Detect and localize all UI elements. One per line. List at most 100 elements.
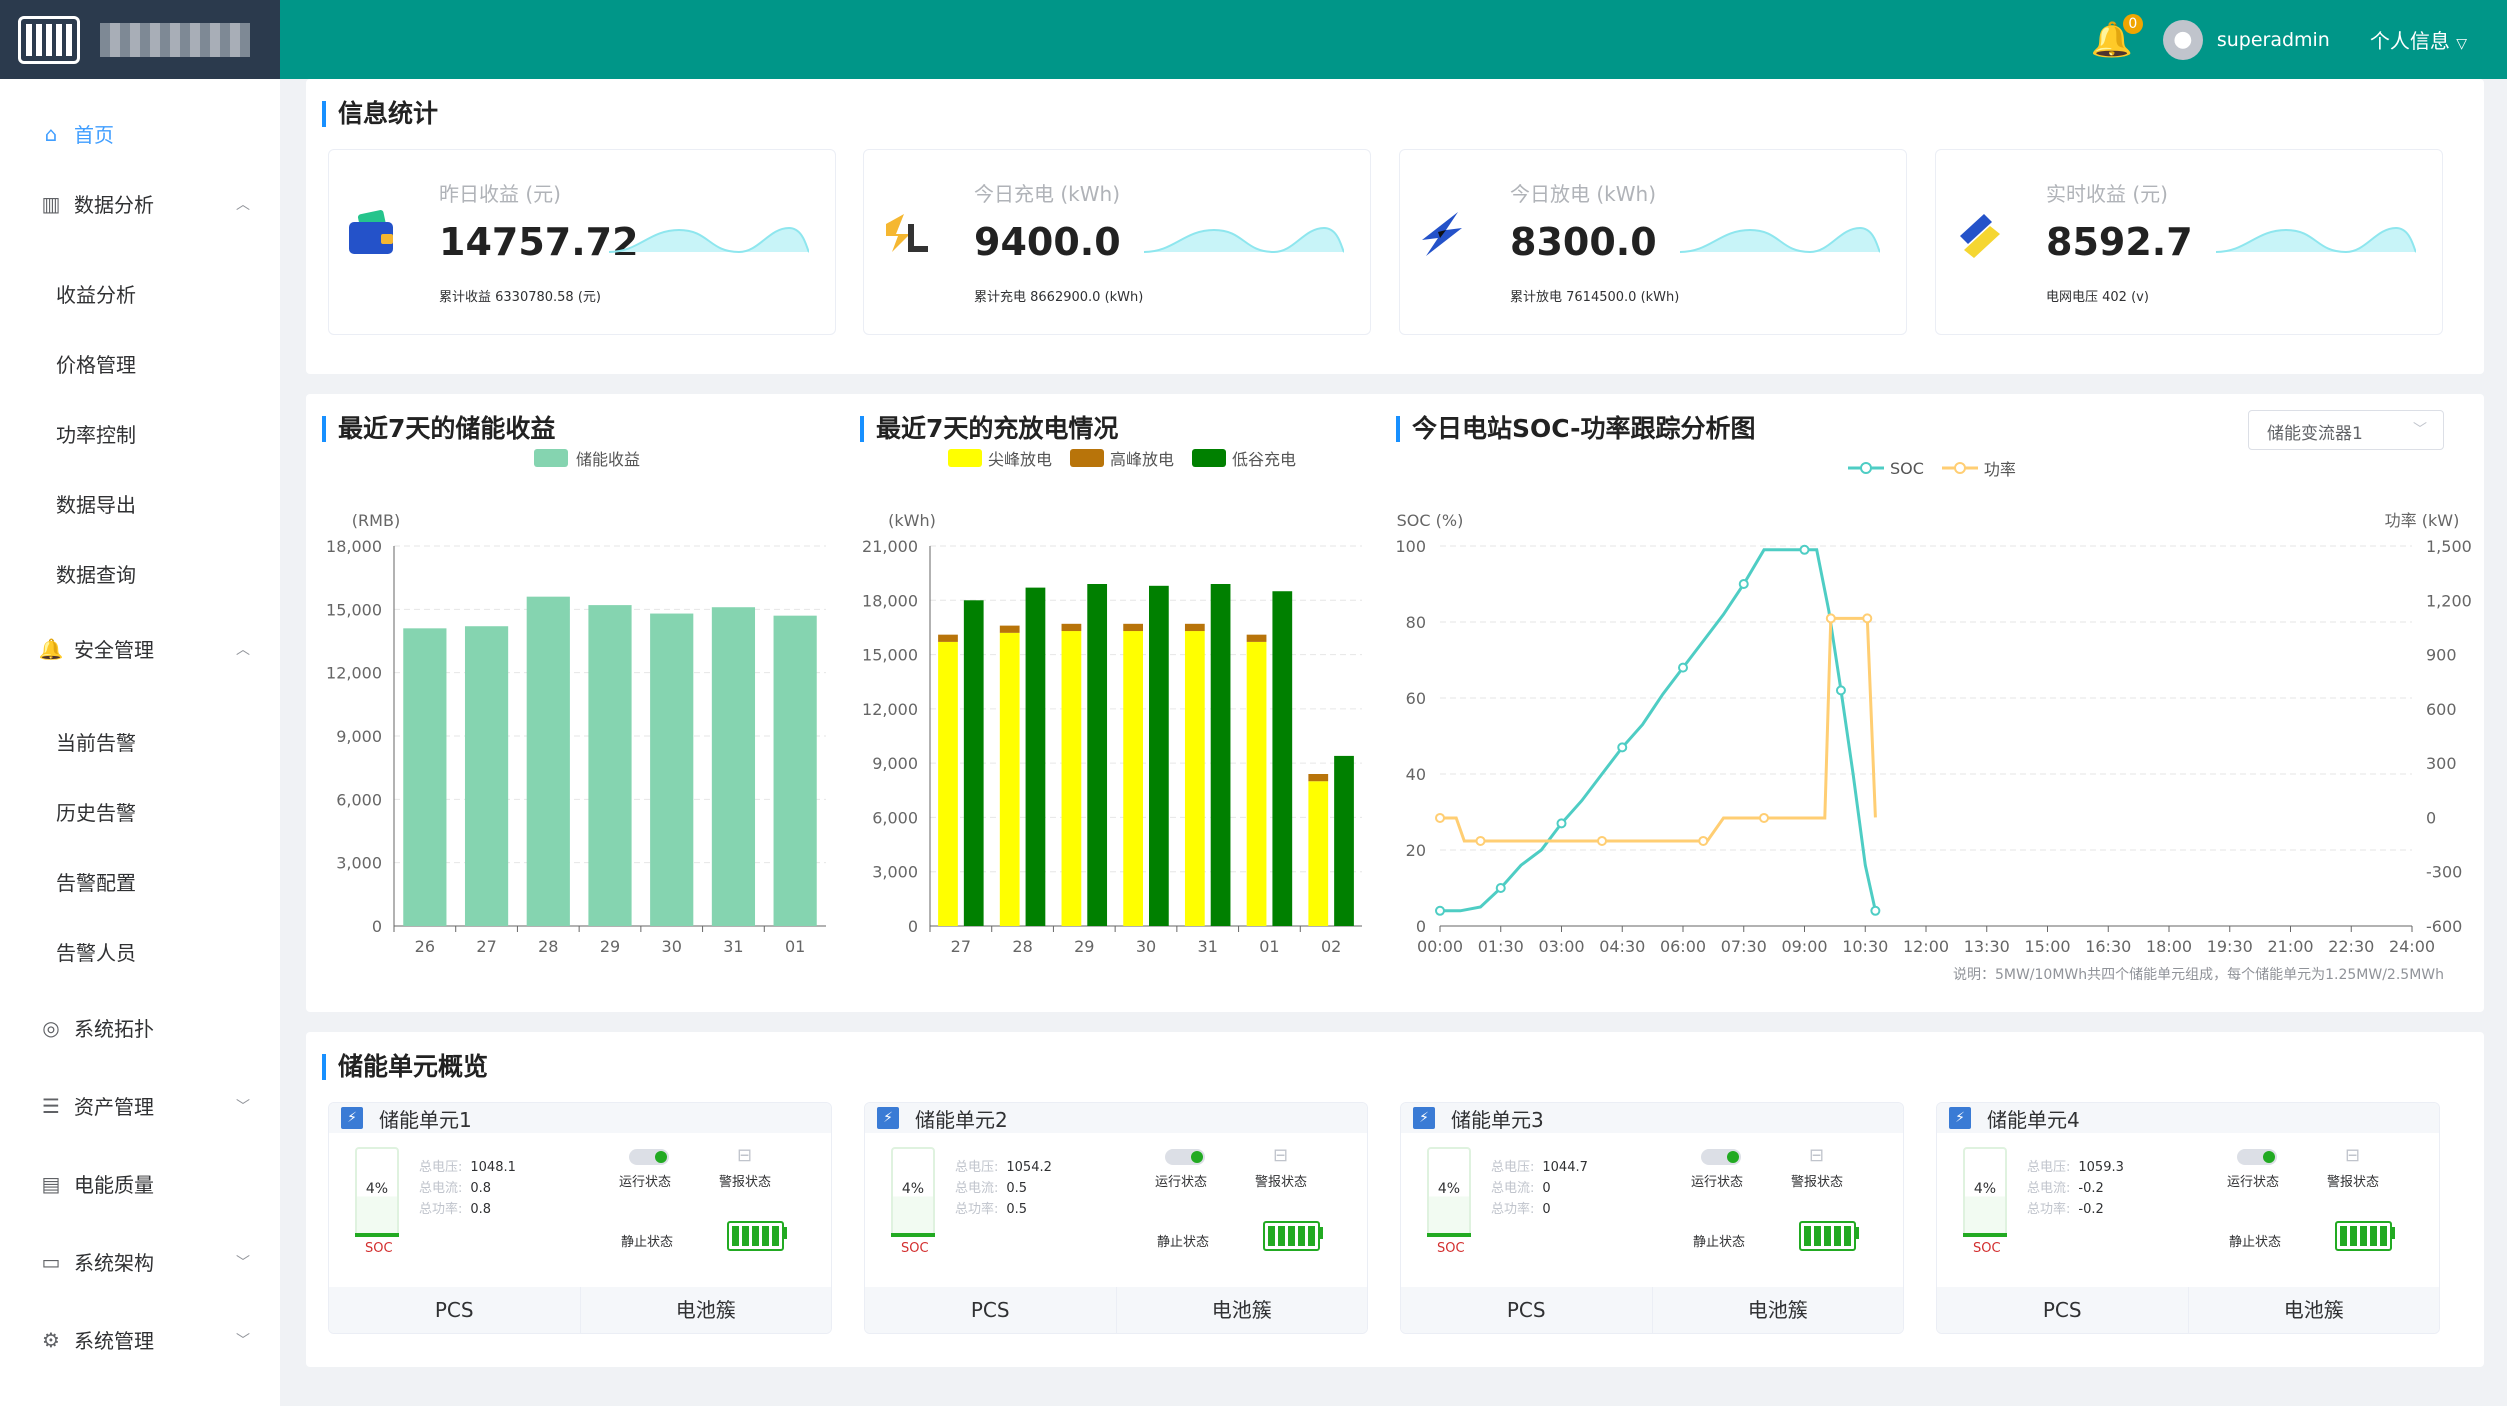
unit-icon: ⚡ [1413,1107,1435,1129]
voltage-row: 总电压: 1054.2 [955,1157,1052,1178]
units-panel: 储能单元概览 ⚡ 储能单元1 4% SOC 总电压: 1048.1 总电流: 0.8 … [306,1032,2484,1367]
sidebar-subitem-history-alarm[interactable]: 历史告警 [56,801,136,825]
sidebar-subitem-price[interactable]: 价格管理 [56,353,136,377]
power-row: 总功率: 0.5 [955,1199,1052,1220]
unit-card[interactable]: ⚡ 储能单元2 4% SOC 总电压: 1054.2 总电流: 0.5 总功率: 0.5… [864,1102,1368,1334]
x-tick-label: 16:30 [2085,937,2131,956]
battery-tip [783,1227,787,1239]
x-tick-label: 22:30 [2328,937,2374,956]
legend-label: 储能收益 [576,450,641,469]
voltage-row: 总电压: 1059.3 [2027,1157,2124,1178]
sidebar-subitem-alarm-config[interactable]: 告警配置 [56,871,136,895]
soc-percent: 4% [1437,1181,1461,1197]
sidebar-item-safety[interactable]: 🔔 安全管理 ︿ [0,634,280,663]
sidebar-item-assets[interactable]: ☰ 资产管理 ﹀ [0,1091,280,1120]
battery-level-icon [1799,1221,1856,1251]
pcs-tab[interactable]: PCS [329,1287,581,1333]
inverter-select[interactable]: 储能变流器1 ﹀ [2248,410,2444,450]
line-SOC [1440,548,1877,913]
sidebar-subitem-data-query[interactable]: 数据查询 [56,563,136,587]
logo-text-blurred [100,22,250,57]
unit-info: 总电压: 1059.3 总电流: -0.2 总功率: -0.2 [2027,1157,2124,1220]
y-tick-label: 80 [1406,613,1426,632]
current-row: 总电流: 0 [1491,1178,1588,1199]
run-status-toggle [629,1149,669,1165]
point-SOC [1738,579,1749,589]
stat-label: 今日充电 (kWh) [974,182,1120,206]
point-SOC [1678,662,1688,673]
stat-value: 8592.7 [2046,220,2193,264]
x-tick-label: 06:00 [1660,937,1706,956]
sidebar-subitem-power-control[interactable]: 功率控制 [56,423,136,447]
sidebar-item-label: 资产管理 [74,1095,154,1119]
point-SOC [1835,685,1846,696]
income-legend: 储能收益 [534,446,640,470]
cluster-tab[interactable]: 电池簇 [1747,1298,1808,1322]
x-tick-label: 12:00 [1903,937,1949,956]
point-功率 [1597,835,1607,846]
sidebar-subitem-income[interactable]: 收益分析 [56,283,136,307]
soc-battery: 4% [355,1147,399,1237]
avatar[interactable]: ● [2162,19,2203,60]
user-menu[interactable]: 个人信息 ▽ [2370,25,2467,54]
pcs-tab[interactable]: PCS [1401,1287,1653,1333]
battery-level-icon [727,1221,784,1251]
y-tick-label: 100 [1395,537,1426,556]
run-status-toggle [2237,1149,2277,1165]
alarm-status-label: 警报状态 [2327,1175,2380,1190]
sidebar-subitem-current-alarm[interactable]: 当前告警 [56,731,136,755]
chevron-down-icon: ▽ [2456,36,2467,52]
sidebar-subitem-alarm-staff[interactable]: 告警人员 [56,941,136,965]
still-status-label: 静止状态 [1693,1235,1746,1250]
y-tick-label: 21,000 [862,537,918,556]
discharge-icon [1422,212,1462,256]
y-tick-label: 15,000 [326,600,382,619]
power-key: 总功率: [419,1202,463,1217]
point-功率 [1759,812,1769,823]
pcs-tab[interactable]: PCS [1937,1287,2189,1333]
unit-card[interactable]: ⚡ 储能单元4 4% SOC 总电压: 1059.3 总电流: -0.2 总功率: -0… [1936,1102,2440,1334]
unit-info: 总电压: 1054.2 总电流: 0.5 总功率: 0.5 [955,1157,1052,1220]
point-功率 [1435,812,1445,823]
current-row: 总电流: 0.8 [419,1178,516,1199]
unit-icon: ⚡ [1949,1107,1971,1129]
unit-card[interactable]: ⚡ 储能单元1 4% SOC 总电压: 1048.1 总电流: 0.8 总功率: 0.8… [328,1102,832,1334]
y-tick-label: 0 [908,917,918,936]
bar-储能收益-01 [773,615,817,926]
bar-high-discharge-29 [1061,623,1082,632]
unit-card[interactable]: ⚡ 储能单元3 4% SOC 总电压: 1044.7 总电流: 0 总功率: 0 运行状… [1400,1102,1904,1334]
x-tick-label: 28 [1012,937,1032,956]
voltage-key: 总电压: [955,1160,999,1175]
cluster-tab[interactable]: 电池簇 [1211,1298,1272,1322]
voltage-key: 总电压: [2027,1160,2071,1175]
y-tick-label: 6,000 [336,790,382,809]
wave-decoration [1680,226,1880,254]
x-tick-label: 26 [415,937,435,956]
sidebar-item-power-quality[interactable]: ▤ 电能质量 [0,1169,280,1198]
sidebar-item-system[interactable]: ⚙ 系统管理 ﹀ [0,1325,280,1354]
current-key: 总电流: [955,1181,999,1196]
sidebar-item-architecture[interactable]: ▭ 系统架构 ﹀ [0,1247,280,1276]
battery-tip [1855,1227,1859,1239]
alarm-status-label: 警报状态 [1791,1175,1844,1190]
power-row: 总功率: 0 [1491,1199,1588,1220]
chargedis-legend: 尖峰放电 高峰放电 低谷充电 [948,446,1296,470]
point-SOC [1556,818,1567,829]
pcs-tab[interactable]: PCS [865,1287,1117,1333]
cluster-tab[interactable]: 电池簇 [675,1298,736,1322]
sidebar-item-topology[interactable]: ◎ 系统拓扑 [0,1013,280,1042]
username: superadmin [2216,28,2330,51]
bar-valley-charge-30 [1149,585,1169,926]
sidebar-item-data-analysis[interactable]: ▥ 数据分析 ︿ [0,189,280,218]
power-value: 0 [1542,1202,1551,1217]
wave-decoration [609,226,809,254]
sidebar-item-home[interactable]: ⌂ 首页 [0,119,280,148]
y-tick-label: 12,000 [326,664,382,683]
power-row: 总功率: -0.2 [2027,1199,2124,1220]
legend-label: 尖峰放电 [988,450,1053,469]
bar-peak-discharge-27 [938,641,958,926]
x-tick-label: 03:00 [1538,937,1584,956]
sidebar-subitem-data-export[interactable]: 数据导出 [56,493,136,517]
bell-icon[interactable]: 🔔 0 [2090,13,2143,60]
cluster-tab[interactable]: 电池簇 [2283,1298,2344,1322]
